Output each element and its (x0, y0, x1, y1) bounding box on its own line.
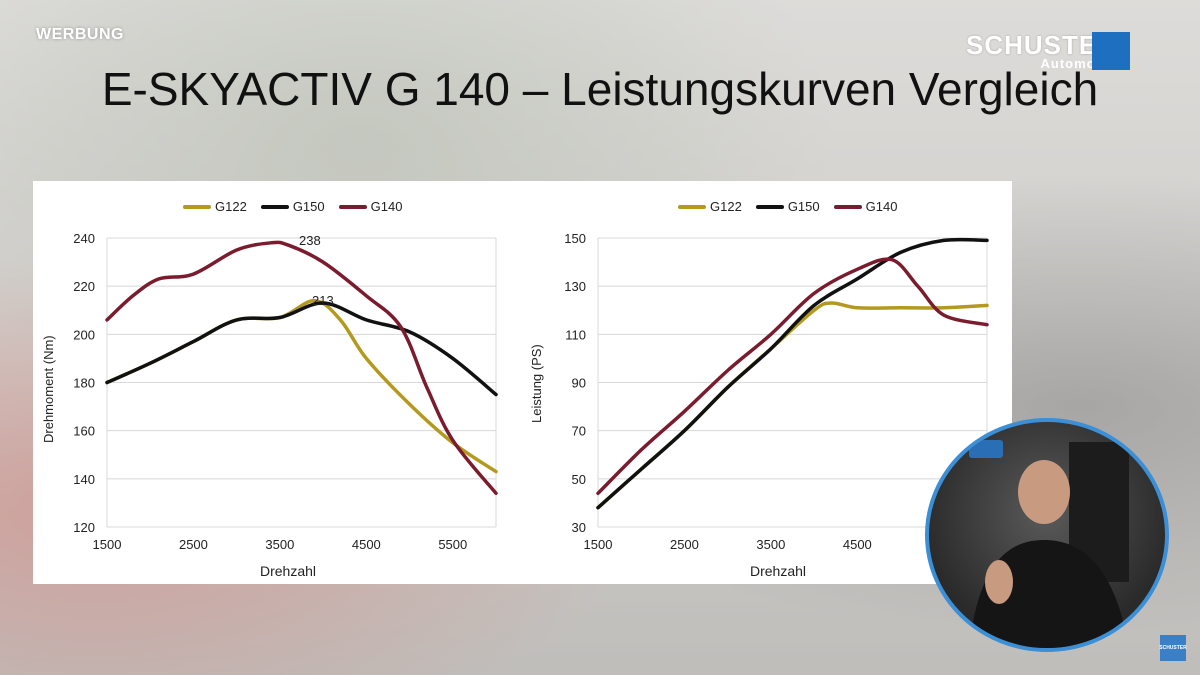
x-tick-label: 1500 (584, 537, 613, 552)
y-tick-label: 220 (73, 279, 95, 294)
ad-tag: WERBUNG (36, 26, 124, 43)
presenter-silhouette (969, 440, 1129, 648)
x-tick-label: 1500 (93, 537, 122, 552)
legend-swatch-g150 (755, 204, 784, 209)
y-tick-label: 90 (572, 376, 586, 391)
y-tick-label: 110 (565, 327, 586, 342)
x-tick-label: 3500 (265, 537, 294, 552)
series-line-g140 (596, 257, 989, 496)
y-tick-label: 130 (564, 279, 586, 294)
data-label: 213 (312, 293, 334, 308)
logo-word: SCHUSTER (966, 30, 1118, 60)
legend-swatch-g140 (833, 204, 862, 209)
y-tick-label: 120 (73, 520, 95, 535)
y-tick-label: 140 (73, 472, 95, 487)
logo-square (1092, 32, 1130, 70)
legend-item-g150: G150 (260, 199, 325, 214)
series-line-g150 (596, 237, 989, 510)
torque-legend: G122 G150 G140 (183, 199, 402, 214)
wall-sign (969, 440, 1003, 458)
legend-item-g140: G140 (338, 199, 403, 214)
legend-item-g140: G140 (833, 199, 898, 214)
legend-item-g122: G122 (183, 199, 247, 214)
y-tick-label: 200 (73, 327, 95, 342)
x-tick-label: 5500 (438, 537, 467, 552)
legend-label-g122: G122 (710, 199, 742, 214)
power-chart: G122 G150 G140 Leistung (PS) Drehzahl 30… (523, 181, 1012, 584)
legend-label-g150: G150 (787, 199, 820, 214)
y-tick-label: 150 (564, 231, 586, 246)
torque-chart: G122 G150 G140 Drehmoment (Nm) Drehzahl … (33, 181, 523, 584)
series-line-g150 (105, 301, 498, 397)
legend-swatch-g122 (678, 204, 706, 209)
presenter-head (1018, 460, 1070, 524)
series-line-g140 (105, 240, 498, 496)
schuster-logo: SCHUSTER Automobile (966, 30, 1166, 74)
legend-swatch-g150 (260, 204, 289, 209)
power-plot: 3050709011013015015002500350045005500 (564, 231, 989, 552)
series-line-g122 (105, 298, 498, 474)
x-tick-label: 2500 (670, 537, 699, 552)
chart-panel: G122 G150 G140 Drehmoment (Nm) Drehzahl … (33, 181, 1012, 584)
data-label: 238 (299, 233, 321, 248)
power-x-axis-title: Drehzahl (750, 563, 807, 579)
legend-label-g140: G140 (370, 199, 403, 214)
legend-swatch-g140 (338, 204, 367, 209)
x-tick-label: 3500 (756, 537, 785, 552)
page-title: E-SKYACTIV G 140 – Leistungskurven Vergl… (101, 63, 1099, 115)
legend-label-g150: G150 (292, 199, 325, 214)
power-legend: G122 G150 G140 (678, 199, 897, 214)
torque-x-axis-title: Drehzahl (260, 563, 317, 579)
y-tick-label: 160 (73, 424, 95, 439)
legend-label-g122: G122 (215, 199, 247, 214)
legend-item-g122: G122 (678, 199, 742, 214)
x-tick-label: 2500 (179, 537, 208, 552)
legend-item-g150: G150 (755, 199, 820, 214)
presenter-video-overlay (925, 418, 1169, 652)
torque-plot: 120 140 160 180 200 220 240 1500 2500 3500 4500 550… (73, 231, 498, 552)
presenter-hand (985, 560, 1013, 604)
corner-logo: SCHUSTER (1159, 635, 1187, 661)
legend-label-g140: G140 (865, 199, 898, 214)
y-tick-label: 30 (572, 520, 586, 535)
y-tick-label: 240 (73, 231, 95, 246)
x-tick-label: 4500 (352, 537, 381, 552)
y-tick-label: 50 (572, 472, 586, 487)
x-tick-label: 4500 (843, 537, 872, 552)
legend-swatch-g122 (183, 204, 211, 209)
series-line-g122 (596, 301, 989, 510)
y-tick-label: 70 (572, 424, 586, 439)
y-tick-label: 180 (73, 376, 95, 391)
